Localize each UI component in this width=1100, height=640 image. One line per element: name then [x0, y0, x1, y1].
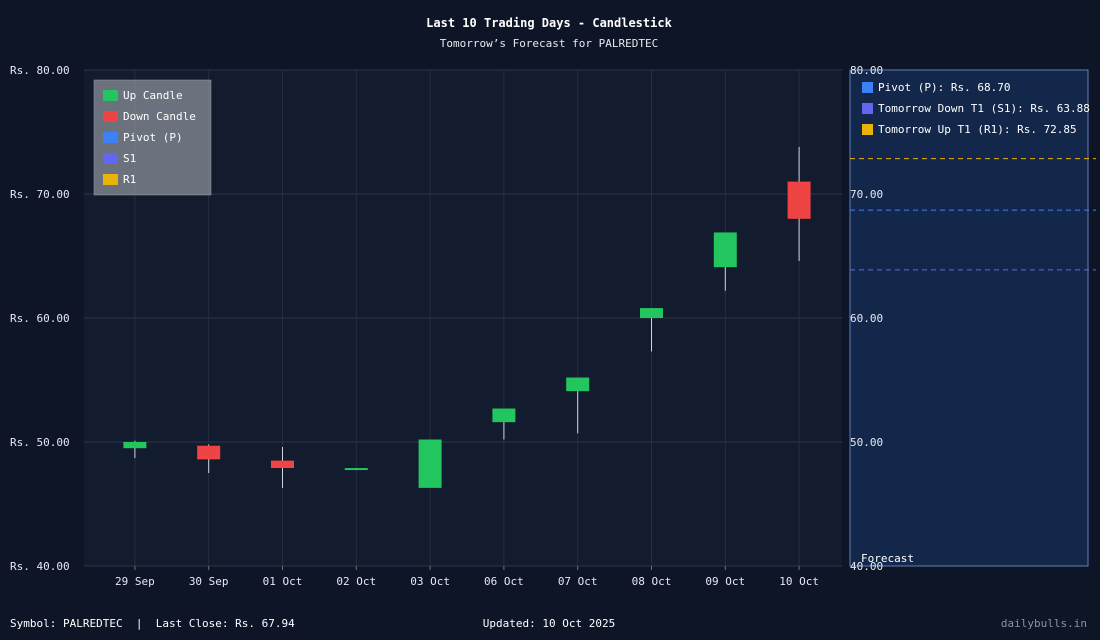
legend-swatch: [103, 111, 118, 122]
x-tick-label: 10 Oct: [779, 575, 819, 588]
y-axis-ticks: Rs. 80.00 Rs. 70.00 Rs. 60.00 Rs. 50.00 Rs. …: [10, 64, 70, 573]
forecast-lines: [850, 158, 1096, 271]
right-tick-label: 40.00: [850, 560, 883, 573]
x-tick-label: 08 Oct: [632, 575, 672, 588]
legend-label: Pivot (P): [123, 131, 183, 144]
up-candle-body: [418, 439, 442, 488]
down-candle-body: [787, 181, 811, 219]
right-tick-label: 70.00: [850, 188, 883, 201]
up-candle-body: [123, 442, 147, 449]
legend-swatch: [103, 174, 118, 185]
x-tick-label: 09 Oct: [705, 575, 745, 588]
forecast-legend-label: Tomorrow Down T1 (S1): Rs. 63.88: [878, 102, 1090, 115]
legend-label: S1: [123, 152, 136, 165]
legend: Up Candle Down Candle Pivot (P) S1 R1: [93, 79, 212, 196]
forecast-legend: Pivot (P): Rs. 68.70 Tomorrow Down T1 (S1…: [862, 81, 1090, 136]
right-axis-ticks: 80.00 70.00 60.00 50.00 40.00: [850, 64, 883, 573]
x-tick-label: 01 Oct: [263, 575, 303, 588]
x-tick-label: 06 Oct: [484, 575, 524, 588]
down-candle-body: [271, 460, 294, 469]
forecast-legend-swatch: [862, 103, 873, 114]
forecast-legend-label: Pivot (P): Rs. 68.70: [878, 81, 1010, 94]
x-tick-label: 30 Sep: [189, 575, 229, 588]
legend-label: R1: [123, 173, 136, 186]
up-candle-body: [344, 468, 368, 471]
x-tick-label: 07 Oct: [558, 575, 598, 588]
forecast-label: Forecast: [861, 552, 914, 565]
right-tick-label: 80.00: [850, 64, 883, 77]
legend-swatch: [103, 132, 118, 143]
up-candle-body: [713, 232, 737, 268]
y-tick-label: Rs. 50.00: [10, 436, 70, 449]
up-candle-body: [566, 377, 590, 392]
up-candle-body: [492, 408, 516, 423]
chart-subtitle: Tomorrow’s Forecast for PALREDTEC: [440, 37, 659, 50]
forecast-legend-label: Tomorrow Up T1 (R1): Rs. 72.85: [878, 123, 1077, 136]
forecast-legend-swatch: [862, 82, 873, 93]
y-tick-label: Rs. 80.00: [10, 64, 70, 77]
y-tick-label: Rs. 70.00: [10, 188, 70, 201]
grid-lines: [84, 69, 842, 567]
x-tick-label: 03 Oct: [410, 575, 450, 588]
legend-swatch: [103, 153, 118, 164]
y-tick-label: Rs. 60.00: [10, 312, 70, 325]
footer-brand: dailybulls.in: [1001, 617, 1087, 630]
legend-label: Down Candle: [123, 110, 196, 123]
footer-updated: Updated: 10 Oct 2025: [483, 617, 615, 630]
x-tick-label: 02 Oct: [336, 575, 376, 588]
up-candle-body: [640, 308, 663, 318]
chart-title: Last 10 Trading Days - Candlestick: [426, 16, 672, 30]
down-candle-body: [197, 445, 221, 460]
forecast-panel: [849, 69, 1089, 567]
x-tick-label: 29 Sep: [115, 575, 155, 588]
x-axis-ticks: 29 Sep 30 Sep 01 Oct 02 Oct 03 Oct 06 Oct 07 O…: [115, 566, 819, 588]
right-tick-label: 50.00: [850, 436, 883, 449]
footer-symbol-close: Symbol: PALREDTEC | Last Close: Rs. 67.9…: [10, 617, 295, 630]
right-tick-label: 60.00: [850, 312, 883, 325]
legend-swatch: [103, 90, 118, 101]
y-tick-label: Rs. 40.00: [10, 560, 70, 573]
forecast-legend-swatch: [862, 124, 873, 135]
candles: [123, 146, 811, 488]
legend-label: Up Candle: [123, 89, 183, 102]
